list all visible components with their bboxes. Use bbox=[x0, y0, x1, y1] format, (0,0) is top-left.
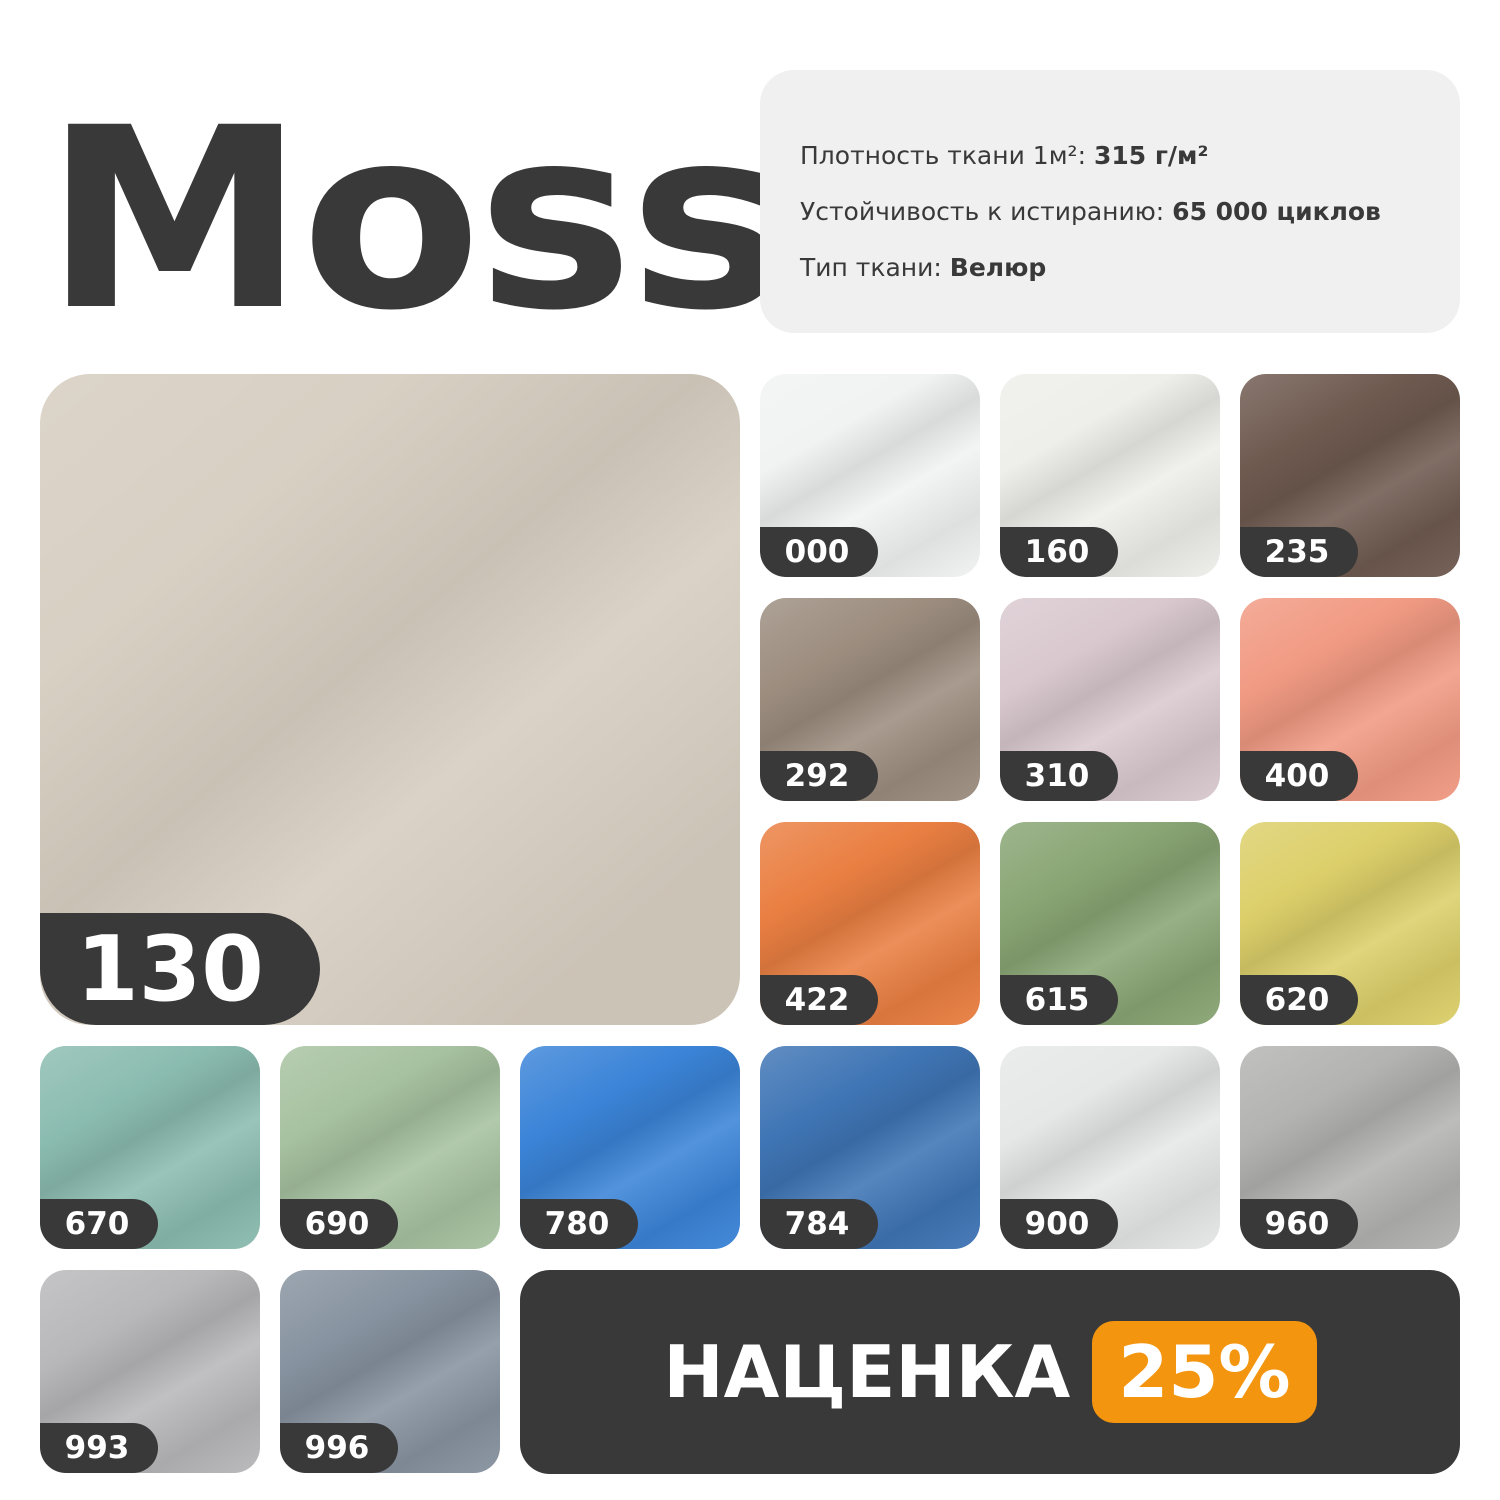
color-code-badge: 670 bbox=[40, 1199, 158, 1249]
markup-label: НАЦЕНКА bbox=[663, 1330, 1071, 1414]
spec-value: 315 г/м² bbox=[1093, 141, 1209, 170]
color-code-badge: 615 bbox=[1000, 975, 1118, 1025]
markup-percent-badge: 25% bbox=[1092, 1321, 1317, 1423]
featured-swatch[interactable]: 130 bbox=[40, 374, 740, 1025]
color-code-badge: 780 bbox=[520, 1199, 638, 1249]
swatch-310[interactable]: 310 bbox=[1000, 598, 1220, 801]
spec-value: 65 000 циклов bbox=[1172, 197, 1381, 226]
spec-label: Устойчивость к истиранию: bbox=[800, 197, 1173, 226]
spec-label: Плотность ткани 1м²: bbox=[800, 141, 1094, 170]
color-code-badge: 310 bbox=[1000, 751, 1118, 801]
markup-banner: НАЦЕНКА 25% bbox=[520, 1270, 1460, 1474]
swatch-900[interactable]: 900 bbox=[1000, 1046, 1220, 1249]
swatch-160[interactable]: 160 bbox=[1000, 374, 1220, 577]
color-code-badge: 690 bbox=[280, 1199, 398, 1249]
swatch-960[interactable]: 960 bbox=[1240, 1046, 1460, 1249]
spec-type: Тип ткани: Велюр bbox=[800, 240, 1420, 296]
swatch-784[interactable]: 784 bbox=[760, 1046, 980, 1249]
color-code-badge: 422 bbox=[760, 975, 878, 1025]
color-code-badge: 235 bbox=[1240, 527, 1358, 577]
color-code-badge: 000 bbox=[760, 527, 878, 577]
swatch-292[interactable]: 292 bbox=[760, 598, 980, 801]
spec-density: Плотность ткани 1м²: 315 г/м² bbox=[800, 128, 1420, 184]
color-code-badge: 996 bbox=[280, 1423, 398, 1473]
swatch-670[interactable]: 670 bbox=[40, 1046, 260, 1249]
spec-label: Тип ткани: bbox=[800, 253, 950, 282]
color-code-badge: 292 bbox=[760, 751, 878, 801]
spec-value: Велюр bbox=[949, 253, 1047, 282]
color-code-badge: 160 bbox=[1000, 527, 1118, 577]
swatch-235[interactable]: 235 bbox=[1240, 374, 1460, 577]
swatch-400[interactable]: 400 bbox=[1240, 598, 1460, 801]
color-code-badge: 620 bbox=[1240, 975, 1358, 1025]
swatch-996[interactable]: 996 bbox=[280, 1270, 500, 1473]
swatch-615[interactable]: 615 bbox=[1000, 822, 1220, 1025]
color-code-badge: 400 bbox=[1240, 751, 1358, 801]
specs-panel: Плотность ткани 1м²: 315 г/м² Устойчивос… bbox=[760, 70, 1460, 333]
color-code-badge: 960 bbox=[1240, 1199, 1358, 1249]
swatch-993[interactable]: 993 bbox=[40, 1270, 260, 1473]
swatch-422[interactable]: 422 bbox=[760, 822, 980, 1025]
swatch-690[interactable]: 690 bbox=[280, 1046, 500, 1249]
swatch-000[interactable]: 000 bbox=[760, 374, 980, 577]
color-code-badge: 784 bbox=[760, 1199, 878, 1249]
color-code-badge: 993 bbox=[40, 1423, 158, 1473]
spec-abrasion: Устойчивость к истиранию: 65 000 циклов bbox=[800, 184, 1420, 240]
color-code-badge: 900 bbox=[1000, 1199, 1118, 1249]
color-code-badge: 130 bbox=[40, 913, 320, 1025]
swatch-780[interactable]: 780 bbox=[520, 1046, 740, 1249]
swatch-620[interactable]: 620 bbox=[1240, 822, 1460, 1025]
product-title: Moss bbox=[44, 74, 785, 365]
